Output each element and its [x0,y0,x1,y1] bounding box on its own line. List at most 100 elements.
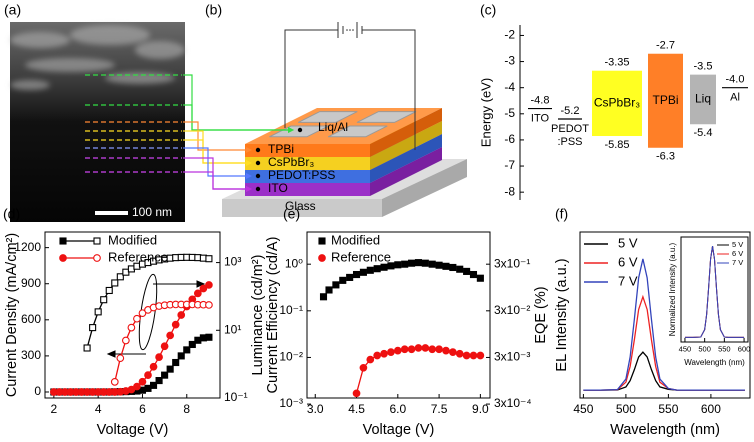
marker [144,371,152,379]
level-value-label: -5.2 [561,105,580,117]
x-tick-label: 3.0 [307,402,324,416]
connector [183,104,289,131]
plot-frame [680,236,749,343]
marker [183,346,191,354]
layer-label: ITO [268,181,288,195]
marker [166,365,174,373]
series-line [583,258,745,391]
marker [116,273,124,281]
marker [380,263,388,271]
y-tick-label: 10⁰ [285,256,303,270]
electrode-pad [327,125,388,138]
band-bottom-label: -5.4 [694,127,713,139]
y-tick-label: -6 [504,132,515,146]
y2-tick-label: 3x10⁻² [494,303,530,317]
y-tick-label: 10⁻³ [279,396,303,410]
x-tick-label: 500 [616,402,636,416]
marker [94,308,102,316]
layer-dots [255,127,303,192]
band-label: Liq [695,92,711,106]
marker [111,279,119,287]
x-axis-label: Wavelength (nm) [684,358,745,367]
y-tick-label: 900 [21,276,41,290]
marker [449,263,457,272]
marker [138,377,147,386]
slab-front [245,157,370,170]
marker [205,301,213,309]
marker [346,273,354,281]
y-tick-label: 600 [21,312,41,326]
marker [469,351,478,360]
y2-axis-label: EQE (%) [533,286,549,343]
marker [332,281,340,289]
band-label: TPBi [652,93,678,107]
marker [100,296,108,304]
x-tick-label: 6.0 [389,402,406,416]
sem-texture [10,25,185,90]
x-tick-label: 6 [139,402,146,416]
marker [476,274,484,282]
marker [166,331,175,340]
slab-front [245,170,370,183]
y-tick-label: 300 [21,348,41,362]
panel-label: (c) [480,2,496,18]
x-tick-label: 8 [183,402,190,416]
panel-label: (d) [3,206,20,222]
marker [172,358,180,367]
marker [127,323,136,332]
connector-arrow [246,160,252,166]
x-tick-label: 600 [738,345,751,354]
x-tick-label: 550 [658,402,678,416]
marker [387,348,395,356]
connector [183,147,247,177]
x-tick-label: 4 [95,402,102,416]
legend-label: 5 V [732,240,743,249]
marker [373,265,381,273]
marker [155,377,163,385]
marker [319,293,328,301]
circuit [284,22,416,150]
marker [455,349,464,358]
legend-label: Reference [331,249,391,264]
marker [188,340,196,349]
marker [442,262,450,270]
level-name: PEDOT:PSS [551,123,589,148]
plot-frame [44,231,221,399]
x-tick-label: 2 [51,402,58,416]
band-top-label: -3.5 [694,61,713,73]
y2-tick-label: 10¹ [224,322,241,336]
marker [476,351,485,360]
series-line [53,336,209,393]
x-tick-label: 450 [679,345,692,354]
y-tick-label: -8 [504,184,515,198]
plot-frame [579,231,751,399]
x-tick-label: 600 [701,402,721,416]
marker [177,352,185,360]
marker [448,348,457,356]
slab-front [245,183,370,196]
legend-label: 7 V [618,273,638,288]
slab-side [370,108,442,157]
band-top-label: -3.35 [604,57,629,69]
marker [469,270,478,279]
marker [205,333,213,341]
x-tick-label: 450 [573,402,593,416]
marker [110,377,119,386]
panel-label: (f) [555,206,568,222]
panel-label: (e) [283,206,300,222]
marker [352,270,361,279]
legend-label: Modified [108,232,157,247]
slab-side [370,134,442,183]
y2-tick-label: 10⁻¹ [224,390,248,404]
y2-tick-label: 3x10⁻¹ [494,256,530,270]
marker [359,268,367,276]
marker [394,261,402,269]
connectors [183,74,294,192]
slab-side [370,121,442,170]
marker [400,345,409,354]
x-axis-label: Wavelength (nm) [610,422,720,438]
x-axis-label: Voltage (V) [363,422,435,438]
marker [387,262,395,270]
y2-axis-label: Luminance (cd/m²) [250,255,266,376]
